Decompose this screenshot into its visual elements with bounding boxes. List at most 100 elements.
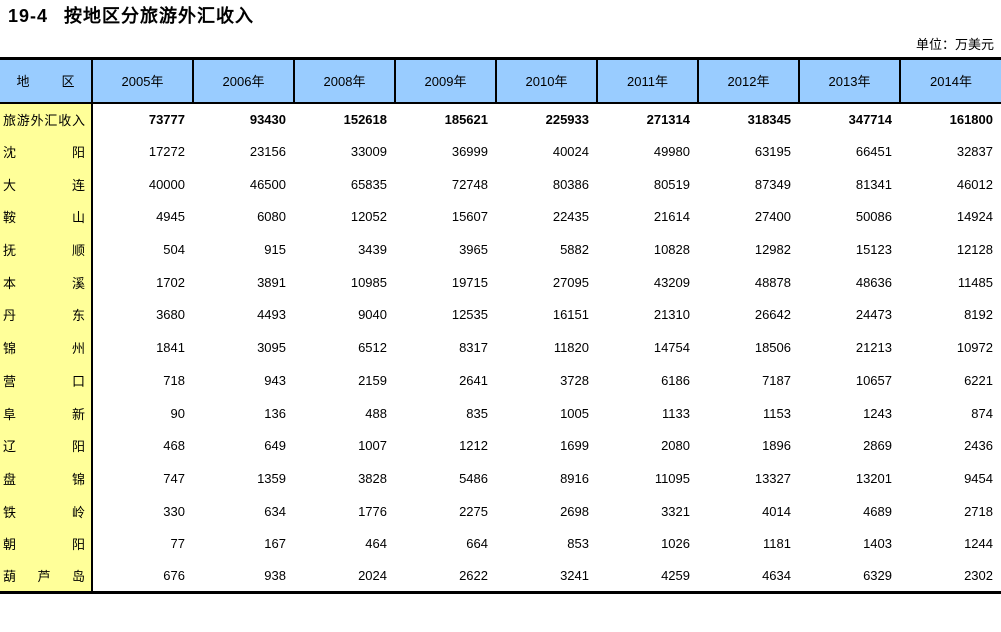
value-cell: 1244 — [900, 527, 1001, 561]
value-cell: 2698 — [496, 494, 597, 528]
value-cell: 5486 — [395, 462, 496, 495]
value-cell: 48636 — [799, 265, 900, 299]
value-cell: 50086 — [799, 200, 900, 234]
value-cell: 46500 — [193, 167, 294, 201]
value-cell: 40024 — [496, 135, 597, 168]
value-cell: 225933 — [496, 102, 597, 136]
value-cell: 1841 — [92, 331, 193, 364]
value-cell: 14924 — [900, 200, 1001, 234]
value-cell: 3095 — [193, 331, 294, 364]
table-row: 鞍山 4945 6080 12052 15607 22435 21614 27400 50086… — [0, 200, 1001, 234]
region-cell: 沈阳 — [0, 135, 93, 168]
value-cell: 3680 — [92, 298, 193, 332]
value-cell: 649 — [193, 429, 294, 463]
region-label: 葫芦岛 — [3, 569, 85, 585]
value-cell: 33009 — [294, 135, 395, 168]
region-label: 辽阳 — [3, 439, 85, 455]
table-wrap: 地区 2005年 2006年 2008年 2009年 2010年 2011年 2012年 20… — [0, 57, 1001, 595]
value-cell: 10985 — [294, 265, 395, 299]
value-cell: 12128 — [900, 233, 1001, 266]
region-label: 锦州 — [3, 341, 85, 357]
value-cell: 1896 — [698, 429, 799, 463]
region-cell: 阜新 — [0, 396, 93, 430]
value-cell: 11820 — [496, 331, 597, 364]
unit-note: 单位：万美元 — [915, 37, 994, 52]
value-cell: 874 — [900, 396, 1001, 430]
value-cell: 853 — [496, 527, 597, 561]
value-cell: 21310 — [597, 298, 698, 332]
page-title: 19-4 按地区分旅游外汇收入 — [8, 5, 254, 27]
value-cell: 80519 — [597, 167, 698, 201]
value-cell: 464 — [294, 527, 395, 561]
table-number: 19-4 — [8, 6, 49, 26]
value-cell: 676 — [92, 560, 193, 593]
table-row: 营口 718 943 2159 2641 3728 6186 7187 10657 6221 — [0, 364, 1001, 397]
value-cell: 1403 — [799, 527, 900, 561]
value-cell: 87349 — [698, 167, 799, 201]
table-row: 抚顺 504 915 3439 3965 5882 10828 12982 15123 12128 — [0, 233, 1001, 266]
value-cell: 6512 — [294, 331, 395, 364]
value-cell: 27095 — [496, 265, 597, 299]
value-cell: 2024 — [294, 560, 395, 593]
value-cell: 49980 — [597, 135, 698, 168]
value-cell: 27400 — [698, 200, 799, 234]
value-cell: 1212 — [395, 429, 496, 463]
value-cell: 1243 — [799, 396, 900, 430]
table-row: 阜新 90 136 488 835 1005 1133 1153 1243 874 — [0, 396, 1001, 430]
region-cell: 大连 — [0, 167, 93, 201]
region-label: 鞍山 — [3, 210, 85, 226]
region-cell: 葫芦岛 — [0, 560, 93, 593]
value-cell: 835 — [395, 396, 496, 430]
table-row: 葫芦岛 676 938 2024 2622 3241 4259 4634 6329 2302 — [0, 560, 1001, 593]
region-cell: 朝阳 — [0, 527, 93, 561]
table-row: 盘锦 747 1359 3828 5486 8916 11095 13327 13201 9454 — [0, 462, 1001, 495]
year-column-header: 2008年 — [293, 58, 395, 104]
value-cell: 1133 — [597, 396, 698, 430]
value-cell: 634 — [193, 494, 294, 528]
value-cell: 2080 — [597, 429, 698, 463]
value-cell: 2302 — [900, 560, 1001, 593]
value-cell: 11095 — [597, 462, 698, 495]
region-cell: 盘锦 — [0, 462, 93, 495]
value-cell: 5882 — [496, 233, 597, 266]
value-cell: 16151 — [496, 298, 597, 332]
value-cell: 3241 — [496, 560, 597, 593]
value-cell: 347714 — [799, 102, 900, 136]
region-cell: 丹东 — [0, 298, 93, 332]
region-label: 大连 — [3, 177, 85, 193]
value-cell: 90 — [92, 396, 193, 430]
value-cell: 943 — [193, 364, 294, 397]
value-cell: 3321 — [597, 494, 698, 528]
value-cell: 12052 — [294, 200, 395, 234]
value-cell: 1699 — [496, 429, 597, 463]
region-cell: 本溪 — [0, 265, 93, 299]
value-cell: 81341 — [799, 167, 900, 201]
value-cell: 15123 — [799, 233, 900, 266]
value-cell: 938 — [193, 560, 294, 593]
value-cell: 6329 — [799, 560, 900, 593]
value-cell: 488 — [294, 396, 395, 430]
region-label: 丹东 — [3, 308, 85, 324]
value-cell: 17272 — [92, 135, 193, 168]
value-cell: 8192 — [900, 298, 1001, 332]
year-column-header: 2006年 — [192, 58, 294, 104]
value-cell: 2275 — [395, 494, 496, 528]
table-row: 丹东 3680 4493 9040 12535 16151 21310 26642 24473 8… — [0, 298, 1001, 332]
value-cell: 63195 — [698, 135, 799, 168]
value-cell: 718 — [92, 364, 193, 397]
value-cell: 10972 — [900, 331, 1001, 364]
value-cell: 26642 — [698, 298, 799, 332]
value-cell: 7187 — [698, 364, 799, 397]
value-cell: 504 — [92, 233, 193, 266]
value-cell: 1181 — [698, 527, 799, 561]
value-cell: 18506 — [698, 331, 799, 364]
table-row: 辽阳 468 649 1007 1212 1699 2080 1896 2869 2436 — [0, 429, 1001, 463]
value-cell: 4689 — [799, 494, 900, 528]
value-cell: 40000 — [92, 167, 193, 201]
value-cell: 6221 — [900, 364, 1001, 397]
value-cell: 330 — [92, 494, 193, 528]
data-table: 地区 2005年 2006年 2008年 2009年 2010年 2011年 2012年 20… — [0, 57, 1001, 595]
value-cell: 2436 — [900, 429, 1001, 463]
region-label: 营口 — [3, 373, 85, 389]
value-cell: 65835 — [294, 167, 395, 201]
